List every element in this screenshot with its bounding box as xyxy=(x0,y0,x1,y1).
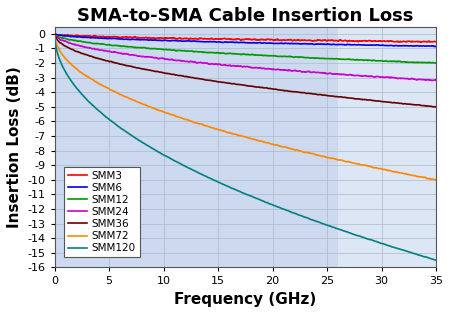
SMM3 xyxy=(418,41,423,44)
Legend: SMM3, SMM6, SMM12, SMM24, SMM36, SMM72, SMM120: SMM3, SMM6, SMM12, SMM24, SMM36, SMM72, … xyxy=(64,167,140,257)
SMM120 xyxy=(422,255,427,259)
SMM12 xyxy=(422,61,427,64)
SMM36 xyxy=(422,104,427,107)
SMM6 xyxy=(238,41,243,44)
SMM36 xyxy=(433,105,439,109)
Line: SMM6: SMM6 xyxy=(55,34,436,46)
SMM12 xyxy=(72,39,77,42)
SMM24 xyxy=(422,78,427,82)
SMM12 xyxy=(422,61,427,64)
SMM6 xyxy=(433,45,439,48)
Text: THOR: THOR xyxy=(68,248,96,257)
SMM36 xyxy=(227,81,233,85)
SMM72 xyxy=(433,178,439,182)
SMM6 xyxy=(422,44,427,48)
SMM120 xyxy=(52,36,58,40)
SMM3 xyxy=(352,39,358,43)
SMM3 xyxy=(227,37,233,41)
SMM3 xyxy=(52,32,58,36)
SMM6 xyxy=(52,32,58,36)
Bar xyxy=(54,26,338,268)
SMM3 xyxy=(422,40,427,43)
SMM3 xyxy=(423,40,428,43)
SMM72 xyxy=(352,161,358,165)
SMM24 xyxy=(352,74,358,78)
Title: SMA-to-SMA Cable Insertion Loss: SMA-to-SMA Cable Insertion Loss xyxy=(77,7,414,25)
SMM24 xyxy=(429,79,435,83)
SMM72 xyxy=(433,178,438,182)
SMM120 xyxy=(422,255,427,259)
SMM120 xyxy=(238,190,243,193)
Y-axis label: Insertion Loss (dB): Insertion Loss (dB) xyxy=(7,66,22,228)
Line: SMM72: SMM72 xyxy=(55,36,436,180)
SMM72 xyxy=(422,176,427,179)
SMM120 xyxy=(352,233,358,237)
SMM3 xyxy=(72,34,77,38)
SMM36 xyxy=(238,83,243,86)
SMM3 xyxy=(238,38,243,41)
SMM6 xyxy=(352,43,358,47)
Line: SMM3: SMM3 xyxy=(55,34,436,42)
SMM6 xyxy=(227,40,233,44)
Text: LABS: LABS xyxy=(94,248,118,257)
SMM24 xyxy=(227,63,233,67)
SMM12 xyxy=(352,58,358,62)
SMM36 xyxy=(422,104,427,108)
Line: SMM36: SMM36 xyxy=(55,35,436,107)
SMM36 xyxy=(72,49,77,52)
SMM6 xyxy=(72,35,77,39)
SMM24 xyxy=(238,64,243,68)
SMM6 xyxy=(422,44,427,48)
SMM120 xyxy=(227,186,233,189)
Line: SMM12: SMM12 xyxy=(55,35,436,63)
SMM12 xyxy=(433,61,439,65)
SMM72 xyxy=(238,134,243,138)
SMM120 xyxy=(433,258,439,262)
Line: SMM120: SMM120 xyxy=(55,38,436,260)
SMM24 xyxy=(52,33,58,37)
SMM36 xyxy=(352,97,358,101)
SMM12 xyxy=(433,61,439,65)
SMM12 xyxy=(227,51,233,55)
X-axis label: Frequency (GHz): Frequency (GHz) xyxy=(174,292,316,307)
SMM72 xyxy=(227,131,233,135)
SMM72 xyxy=(52,35,58,38)
SMM24 xyxy=(433,78,439,82)
SMM24 xyxy=(422,78,427,82)
SMM72 xyxy=(422,176,427,179)
SMM36 xyxy=(52,33,58,37)
SMM12 xyxy=(238,52,243,56)
SMM72 xyxy=(72,65,77,69)
SMM3 xyxy=(433,40,439,44)
SMM120 xyxy=(72,83,77,87)
SMM6 xyxy=(432,45,438,48)
SMM12 xyxy=(52,33,58,36)
Line: SMM24: SMM24 xyxy=(55,35,436,81)
SMM24 xyxy=(72,42,77,46)
